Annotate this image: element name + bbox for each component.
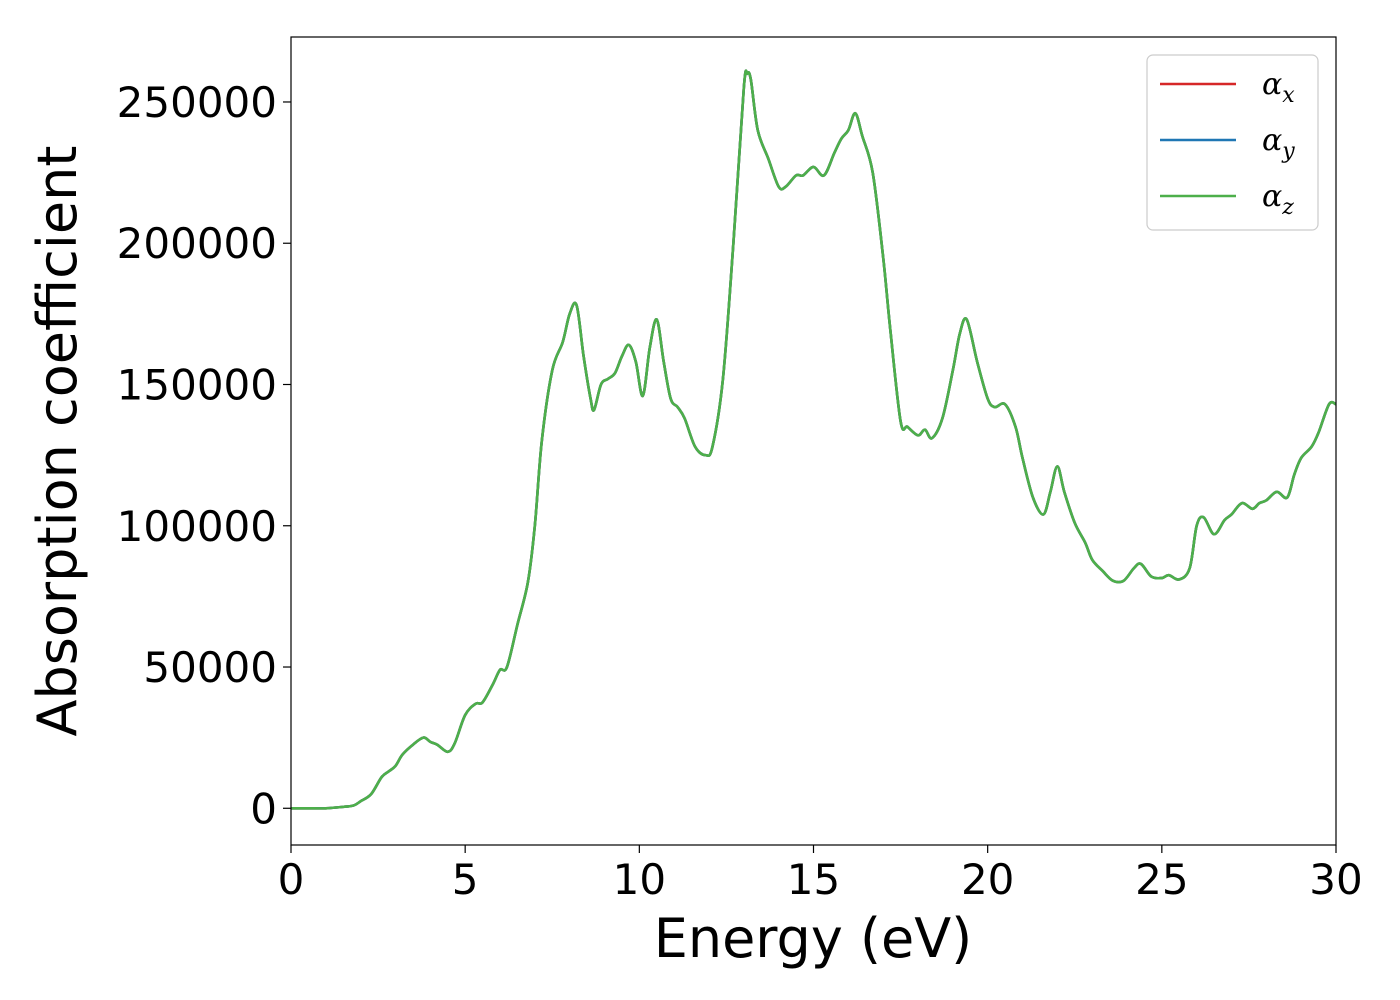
legend-label-alpha-x: αx [1262,67,1295,108]
y-axis-ticks: 0 50000 100000 150000 200000 250000 [117,78,291,833]
series-line-alpha-z [291,69,1336,810]
x-axis-label: Energy (eV) [654,907,973,970]
legend-box [1146,54,1319,231]
y-tick-label: 200000 [117,219,277,268]
x-tick-label: 15 [787,855,840,904]
x-tick-label: 10 [613,855,666,904]
y-tick-label: 250000 [117,78,277,127]
x-tick-label: 20 [961,855,1014,904]
legend-subscript: x [1282,83,1295,108]
y-tick-label: 0 [250,784,277,833]
y-axis-label: Absorption coefficient [26,146,89,737]
legend-subscript: y [1281,139,1295,164]
x-tick-label: 5 [452,855,479,904]
legend-subscript: z [1281,195,1294,220]
legend-symbol: α [1262,67,1282,102]
legend-symbol: α [1262,123,1282,158]
legend-label-alpha-y: αy [1262,123,1295,164]
series-layer [291,69,1336,810]
legend-symbol: α [1262,179,1282,214]
x-tick-label: 25 [1135,855,1188,904]
y-tick-label: 150000 [117,360,277,409]
x-tick-label: 30 [1309,855,1362,904]
legend-label-alpha-z: αz [1262,179,1294,220]
y-tick-label: 100000 [117,502,277,551]
x-axis-ticks: 0 5 10 15 20 25 30 [278,845,1363,904]
x-tick-label: 0 [278,855,305,904]
y-tick-label: 50000 [143,643,277,692]
